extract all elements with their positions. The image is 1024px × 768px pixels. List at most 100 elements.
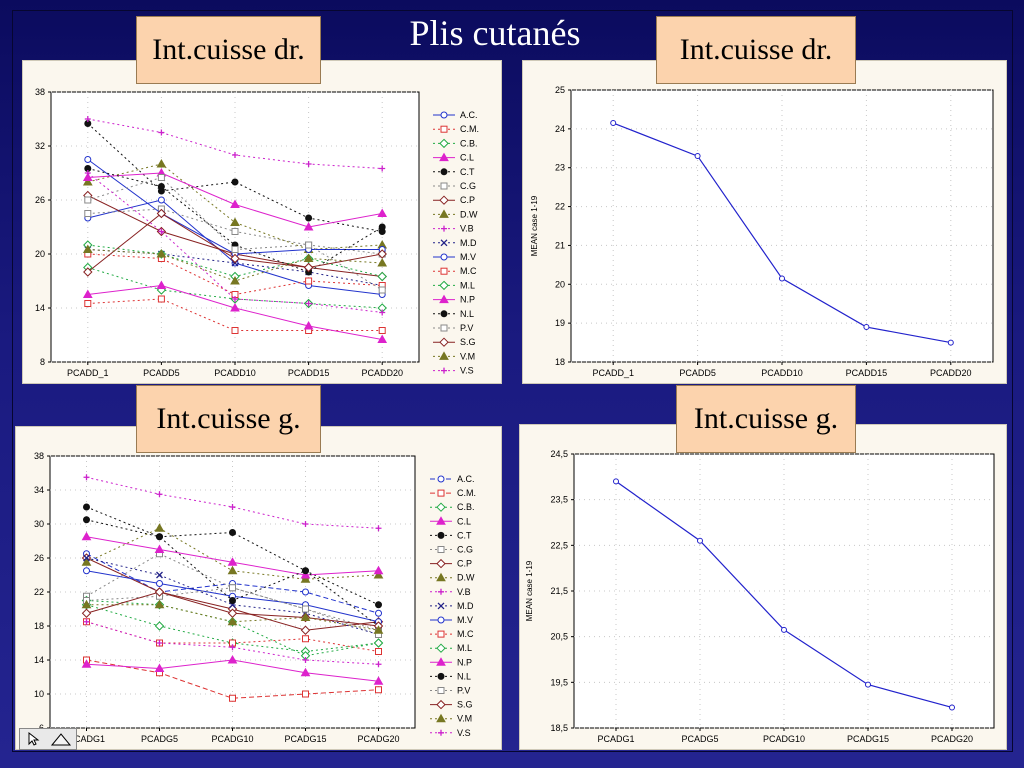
data-point <box>156 158 167 168</box>
data-point <box>83 618 90 625</box>
legend-label: P.V <box>460 323 473 333</box>
legend-label: D.W <box>460 209 478 219</box>
data-point <box>300 625 311 635</box>
data-point <box>82 289 93 298</box>
legend-marker <box>440 253 448 261</box>
pointer-icon[interactable] <box>23 731 45 747</box>
data-point <box>227 565 238 575</box>
data-point <box>229 584 236 592</box>
legend-marker <box>439 280 449 291</box>
legend-marker <box>440 239 448 247</box>
data-point <box>779 275 785 282</box>
panel-top-left: 8 14 20 26 32 38 PCADD_1 PCADD5 PCADD10 PCADD15 PC… <box>22 60 502 384</box>
data-point <box>156 571 163 579</box>
data-point <box>81 557 92 566</box>
data-point <box>303 221 314 231</box>
data-point <box>154 523 165 532</box>
data-point <box>156 533 163 541</box>
slide-frame <box>12 10 1013 752</box>
x-tick-label: PCADD5 <box>143 368 180 378</box>
data-point <box>82 244 93 253</box>
legend-label: C.T <box>460 167 475 177</box>
data-point <box>154 587 165 597</box>
legend-label: C.B. <box>457 502 475 512</box>
data-point <box>82 172 93 181</box>
data-point <box>610 120 617 127</box>
legend-label: M.C <box>460 266 477 276</box>
data-point <box>83 554 90 562</box>
legend-marker <box>441 225 447 232</box>
legend-label: V.S <box>460 366 474 376</box>
panel-bottom-left: 61014182226303438PCADG1PCADG5PCADG10PCAD… <box>15 426 502 750</box>
legend-marker <box>437 630 445 638</box>
legend-label: V.M <box>460 351 475 361</box>
y-tick-label: 14 <box>34 655 44 665</box>
data-point <box>375 648 382 655</box>
data-point <box>231 178 239 186</box>
data-point <box>375 686 382 694</box>
x-tick-label: PCADG10 <box>211 734 253 744</box>
legend-label: D.W <box>457 573 475 583</box>
y-tick-label: 22 <box>555 202 565 212</box>
y-axis-label: MEAN case 1-19 <box>525 560 534 621</box>
legend-marker <box>436 657 446 666</box>
slideshow-toolbar <box>19 728 77 750</box>
data-point <box>229 644 236 651</box>
data-point <box>83 267 93 277</box>
label-top-right: Int.cuisse dr. <box>656 16 856 84</box>
data-point <box>229 597 236 604</box>
x-tick-label: PCADD20 <box>930 368 972 378</box>
menu-triangle-icon[interactable] <box>50 731 72 747</box>
data-point <box>157 196 165 204</box>
data-point <box>302 605 309 613</box>
legend-marker <box>436 516 446 525</box>
legend-marker <box>440 324 448 332</box>
chart-left-thigh-individuals: 61014182226303438PCADG1PCADG5PCADG10PCAD… <box>34 451 476 744</box>
legend-marker <box>438 588 444 595</box>
data-point <box>373 676 384 685</box>
y-tick-label: 34 <box>34 485 44 495</box>
data-point <box>84 116 91 122</box>
data-point <box>613 478 619 485</box>
x-tick-label: PCADG20 <box>931 734 973 744</box>
chart-right-thigh-mean: 18 19 20 21 22 23 24 25 PCADD_1 PCADD5 PCADD10 PCAD… <box>530 85 994 378</box>
data-point <box>81 608 92 618</box>
data-point <box>375 661 382 668</box>
data-point <box>305 300 312 307</box>
data-point <box>156 248 167 258</box>
data-point <box>157 295 165 303</box>
data-point <box>378 327 386 334</box>
legend-label: C.G <box>457 545 473 555</box>
legend-label: C.L <box>460 153 474 163</box>
data-point <box>232 296 238 302</box>
legend-label: M.V <box>457 615 473 625</box>
data-point <box>230 275 240 285</box>
data-point <box>156 280 167 289</box>
x-tick-label: PCADG15 <box>847 734 889 744</box>
data-point <box>229 529 236 536</box>
legend-label: C.B. <box>460 138 478 148</box>
data-point <box>83 567 90 575</box>
data-point <box>82 176 93 186</box>
data-point <box>158 228 165 235</box>
y-tick-label: 23 <box>555 163 565 173</box>
x-tick-label: PCADG20 <box>357 734 399 744</box>
data-point <box>377 334 388 343</box>
data-point <box>379 309 386 316</box>
x-tick-label: PCADD20 <box>361 368 403 378</box>
data-point <box>84 300 92 307</box>
panel-bottom-right: 18,5 19,5 20,5 21,5 22,5 23,5 24,5 PCADG1 PCADG5… <box>519 424 1007 750</box>
data-point <box>303 320 314 330</box>
data-point <box>227 616 238 626</box>
legend-marker <box>439 152 449 162</box>
label-top-left: Int.cuisse dr. <box>136 16 321 84</box>
data-point <box>305 241 313 249</box>
data-point <box>156 491 163 498</box>
legend-label: V.S <box>457 728 471 738</box>
legend-marker <box>436 572 446 582</box>
data-point <box>302 567 309 575</box>
legend-marker <box>440 125 448 133</box>
data-point <box>157 183 165 190</box>
legend-label: M.L <box>457 643 472 653</box>
data-point <box>697 537 703 544</box>
